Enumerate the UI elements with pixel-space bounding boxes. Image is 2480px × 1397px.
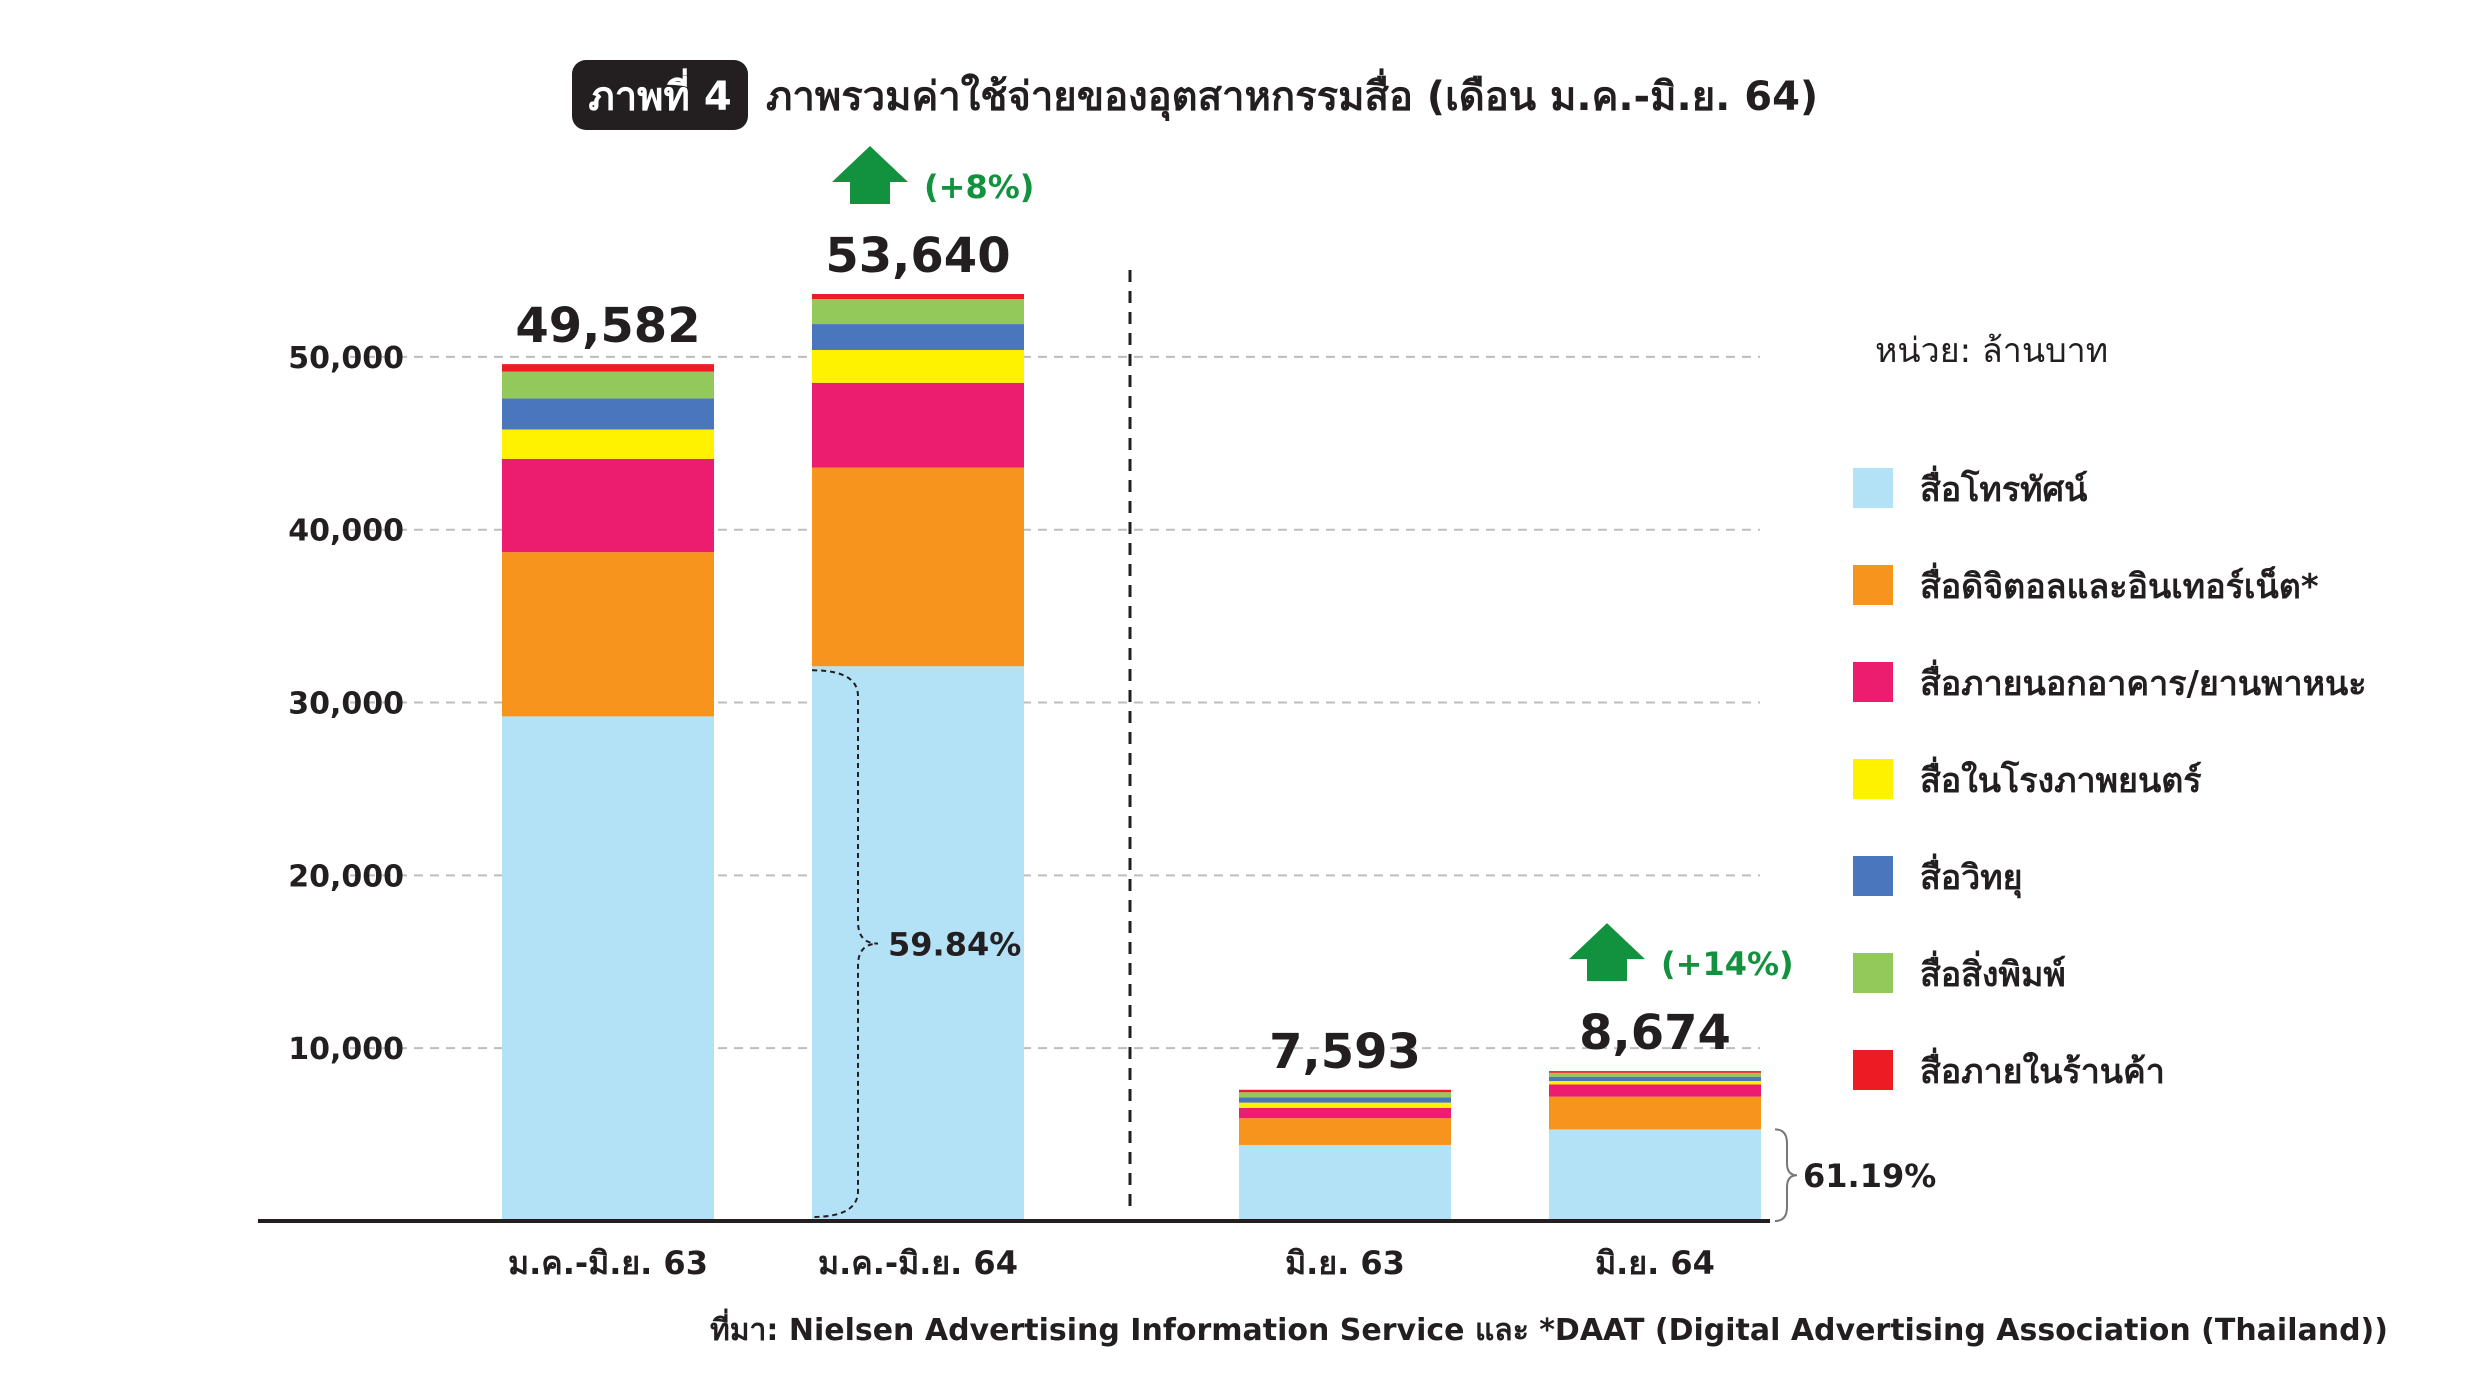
bar-segment-instore <box>502 364 714 372</box>
bar-segment-tv <box>1239 1144 1451 1221</box>
bar-segment-instore <box>1239 1089 1451 1093</box>
bar-segment-print <box>812 299 1024 325</box>
share-brace <box>811 669 879 1218</box>
growth-label: (+14%) <box>1661 945 1794 983</box>
growth-annotations: (+8%) (+14%) <box>832 145 1794 983</box>
y-axis-ticks: 10,000 20,000 30,000 40,000 50,000 <box>288 341 404 1067</box>
gridlines <box>350 355 1760 1050</box>
legend-swatch-print <box>1853 953 1893 993</box>
bar-segment-cinema <box>1239 1102 1451 1108</box>
bar-segment-radio <box>1239 1097 1451 1103</box>
source-note: ที่มา: Nielsen Advertising Information S… <box>710 1308 2388 1348</box>
legend: สื่อโทรทัศน์สื่อดิจิตอลและอินเทอร์เน็ต* ส… <box>1853 465 2367 1092</box>
legend-swatch-instore <box>1853 1050 1893 1090</box>
figure-badge-label: ภาพที่ 4 <box>588 68 731 120</box>
x-tick-label: ม.ค.-มิ.ย. 63 <box>508 1244 708 1282</box>
bar-segment-print <box>1549 1072 1761 1077</box>
total-labels: 49,582 53,640 7,593 8,674 <box>515 228 1731 1080</box>
x-tick-label: ม.ค.-มิ.ย. 64 <box>818 1244 1018 1282</box>
bar-segment-print <box>1239 1092 1451 1098</box>
bar-segment-digital <box>502 552 714 717</box>
figure-badge <box>572 60 748 130</box>
legend-swatch-cinema <box>1853 759 1893 799</box>
bar-segment-outdoor <box>502 458 714 553</box>
bar-segment-radio <box>812 324 1024 350</box>
bar-segment-outdoor <box>812 382 1024 468</box>
bar-segment-instore <box>812 293 1024 300</box>
x-axis-labels: ม.ค.-มิ.ย. 63 ม.ค.-มิ.ย. 64 มิ.ย. 63 มิ.ย. … <box>508 1244 1715 1282</box>
y-tick-label: 40,000 <box>288 514 404 549</box>
bar-segment-digital <box>1239 1118 1451 1145</box>
up-arrow-icon <box>832 145 908 204</box>
legend-swatch-digital <box>1853 565 1893 605</box>
total-label: 7,593 <box>1269 1024 1421 1080</box>
unit-label: หน่วย: ล้านบาท <box>1875 331 2108 371</box>
y-tick-label: 20,000 <box>288 859 404 894</box>
bar-segment-cinema <box>1549 1081 1761 1085</box>
legend-label-tv: สื่อโทรทัศน์ <box>1920 465 2088 510</box>
y-tick-label: 50,000 <box>288 341 404 376</box>
bar-segment-digital <box>812 467 1024 667</box>
legend-label-radio: สื่อวิทยุ <box>1920 853 2023 899</box>
legend-swatch-radio <box>1853 856 1893 896</box>
bar-segment-outdoor <box>1239 1107 1451 1119</box>
x-tick-label: มิ.ย. 63 <box>1285 1244 1405 1282</box>
bar-segment-print <box>502 371 714 399</box>
share-annotations: 59.84% 61.19% <box>811 669 1936 1222</box>
legend-label-instore: สื่อภายในร้านค้า <box>1920 1047 2165 1092</box>
share-label: 59.84% <box>888 926 1021 964</box>
bar-segment-cinema <box>502 429 714 459</box>
share-brace <box>1774 1128 1798 1222</box>
up-arrow-icon <box>1569 923 1645 982</box>
legend-label-cinema: สื่อในโรงภาพยนตร์ <box>1920 756 2202 801</box>
y-tick-label: 30,000 <box>288 687 404 722</box>
bar-segment-outdoor <box>1549 1084 1761 1097</box>
bar-segment-cinema <box>812 349 1024 383</box>
bar-segment-tv <box>1549 1129 1761 1221</box>
bar-segment-instore <box>1549 1071 1761 1073</box>
chart-title: ภาพรวมค่าใช้จ่ายของอุตสาหกรรมสื่อ (เดือน… <box>766 68 1818 122</box>
legend-label-print: สื่อสิ่งพิมพ์ <box>1920 950 2066 995</box>
x-tick-label: มิ.ย. 64 <box>1595 1244 1715 1282</box>
total-label: 53,640 <box>825 228 1010 284</box>
bar-segment-radio <box>1549 1076 1761 1082</box>
legend-swatch-outdoor <box>1853 662 1893 702</box>
legend-label-outdoor: สื่อภายนอกอาคาร/ยานพาหนะ <box>1920 659 2367 704</box>
bar-segment-radio <box>502 398 714 430</box>
share-label: 61.19% <box>1803 1157 1936 1195</box>
y-tick-label: 10,000 <box>288 1032 404 1067</box>
legend-label-digital: สื่อดิจิตอลและอินเทอร์เน็ต* <box>1920 562 2319 607</box>
growth-label: (+8%) <box>924 168 1034 206</box>
bar-segment-tv <box>812 666 1024 1221</box>
total-label: 49,582 <box>515 298 700 354</box>
bar-segments <box>502 293 1761 1221</box>
bar-segment-digital <box>1549 1096 1761 1130</box>
legend-swatch-tv <box>1853 468 1893 508</box>
total-label: 8,674 <box>1579 1005 1731 1061</box>
bar-segment-tv <box>502 716 714 1221</box>
